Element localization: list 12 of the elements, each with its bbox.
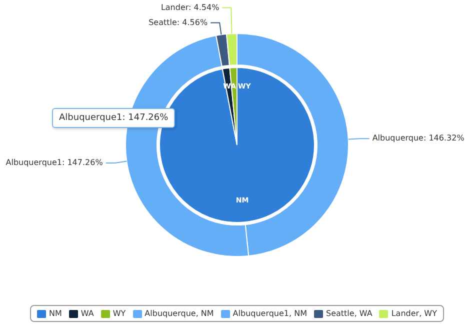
- legend-label: Albuquerque, NM: [144, 309, 214, 318]
- legend-label: NM: [48, 309, 62, 318]
- legend-label: Seattle, WA: [325, 309, 372, 318]
- data-label: Albuquerque1: 147.26%: [6, 158, 104, 168]
- legend-label: Lander, WY: [390, 309, 437, 318]
- data-label: Lander: 4.54%: [160, 2, 220, 12]
- data-label: Seattle: 4.56%: [148, 18, 208, 27]
- legend-label: Albuquerque1, NM: [232, 309, 307, 318]
- text: Albuquerque1: 147.26%: [52, 108, 176, 128]
- legend-label: WA: [80, 309, 94, 318]
- legend-label: WY: [112, 309, 126, 318]
- data-label: Albuquerque: 146.32%: [372, 134, 465, 143]
